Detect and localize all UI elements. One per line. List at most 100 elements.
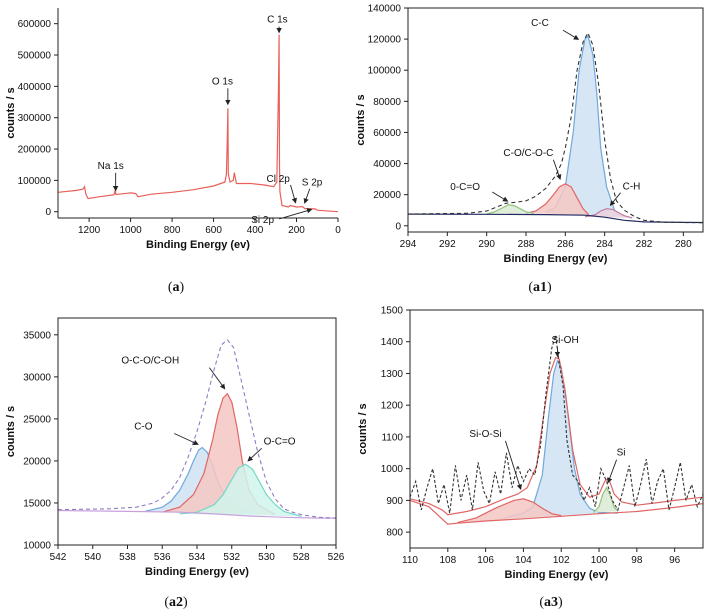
plot-area — [410, 335, 703, 525]
x-tick-label: 532 — [223, 552, 240, 563]
series-line-background — [408, 213, 703, 224]
series-line-background — [58, 509, 336, 519]
y-tick-label: 120000 — [368, 35, 402, 46]
series-line-fit-envelope — [410, 356, 703, 516]
chart-panel-a2: 542 540 538 536 534 532 530 528 526 10000 15000 200… — [5, 317, 345, 610]
x-axis-label: Binding Energy (ev) — [505, 569, 609, 581]
annotation-label: O 1s — [212, 76, 233, 87]
y-tick-label: 1500 — [381, 306, 404, 317]
y-tick-label: 60000 — [373, 128, 401, 139]
annotation-arrow — [279, 208, 313, 220]
y-tick-label: 100000 — [18, 176, 52, 187]
y-tick-label: 500000 — [18, 51, 52, 62]
x-tick-label: 284 — [596, 239, 613, 250]
x-tick-label: 106 — [477, 555, 494, 566]
annotation-label: S 2p — [302, 178, 323, 189]
x-tick-label: 536 — [154, 552, 171, 563]
y-tick-label: 400000 — [18, 82, 52, 93]
series-line-si-o-si — [457, 498, 562, 524]
series-line-survey-spectrum — [58, 34, 338, 213]
series-fill-o-c-o — [179, 464, 302, 517]
caption-label: a — [173, 280, 180, 295]
x-tick-label: 528 — [293, 552, 310, 563]
y-tick-label: 1400 — [381, 337, 404, 348]
y-tick-label: 35000 — [23, 330, 51, 341]
annotation-arrow — [174, 433, 199, 445]
y-axis-label: counts / s — [355, 94, 367, 145]
chart-panel-a1: 294 292 290 288 286 284 282 280 0 20000 40000 60000… — [355, 4, 704, 295]
series-fill-c-h — [585, 208, 633, 218]
series-fill-si-o-si — [457, 498, 562, 523]
y-tick-label: 10000 — [23, 541, 51, 552]
x-tick-label: 110 — [402, 555, 418, 566]
series-line-o-c-o — [179, 463, 302, 517]
caption-close: ) — [183, 595, 188, 610]
caption-open: ( — [539, 595, 544, 610]
series-line-c-h — [584, 208, 633, 219]
x-tick-label: 800 — [164, 225, 181, 236]
x-tick-label: 600 — [205, 225, 222, 236]
y-tick-label: 200000 — [18, 145, 52, 156]
x-tick-label: 290 — [478, 239, 495, 250]
caption-label: a3 — [544, 595, 558, 610]
annotation-label: O-C=O — [264, 436, 296, 447]
annotation-label: C 1s — [267, 15, 288, 26]
annotation-label: Si-OH — [551, 335, 578, 346]
annotation-label: O-C-O/C-OH — [121, 356, 179, 367]
series-fill-o-c-o — [486, 204, 534, 214]
annotation-label: 0-C=O — [450, 182, 480, 193]
y-tick-label: 600000 — [18, 19, 52, 30]
caption-close: ) — [558, 595, 563, 610]
y-tick-label: 800 — [386, 528, 403, 539]
y-tick-label: 900 — [386, 496, 403, 507]
x-tick-label: 100 — [591, 555, 608, 566]
annotation-arrow — [492, 191, 509, 202]
y-tick-label: 0 — [45, 207, 51, 218]
series-line-envelope — [408, 31, 703, 224]
annotation-label: Na 1s — [98, 161, 124, 172]
y-tick-label: 80000 — [373, 97, 401, 108]
series-fill-c-c — [545, 36, 625, 217]
x-axis-label: Binding Energy (ev) — [504, 253, 608, 265]
x-tick-label: 96 — [669, 555, 681, 566]
annotation-label: Si 2p — [251, 215, 274, 226]
y-axis-label: counts / s — [5, 87, 17, 138]
x-tick-label: 540 — [84, 552, 101, 563]
annotation-arrow — [552, 159, 562, 181]
x-tick-label: 98 — [631, 555, 643, 566]
y-tick-label: 1200 — [381, 401, 404, 412]
series-line-c-o-c-o-c — [525, 183, 590, 216]
y-tick-label: 0 — [395, 221, 401, 232]
series-line-raw-data — [410, 335, 703, 514]
caption-close: ) — [547, 280, 552, 295]
caption-close: ) — [180, 280, 185, 295]
caption-open: ( — [168, 280, 173, 295]
annotation-arrow — [209, 367, 226, 390]
y-tick-label: 1100 — [381, 432, 403, 443]
caption-open: ( — [164, 595, 169, 610]
annotation-label: Cl 2p — [267, 174, 291, 185]
annotation-arrow — [609, 192, 621, 206]
annotation-label: C-O — [134, 421, 153, 432]
panel-caption: (a2) — [164, 595, 188, 610]
chart-panel-a: 1200 1000 800 600 400 200 0 0 100000 200000 300000… — [5, 8, 341, 295]
y-tick-label: 40000 — [373, 159, 401, 170]
caption-open: ( — [528, 280, 533, 295]
y-axis-label: counts / s — [5, 406, 17, 457]
series-line-o-c-o — [486, 204, 535, 215]
x-tick-label: 534 — [189, 552, 206, 563]
annotation-arrow — [303, 188, 311, 204]
annotation-label: Si — [617, 448, 626, 459]
series-fill-si-oh — [504, 360, 618, 518]
x-tick-label: 1200 — [78, 225, 101, 236]
y-tick-label: 15000 — [23, 498, 51, 509]
plot-area — [58, 34, 338, 213]
caption-label: a1 — [533, 280, 547, 295]
x-tick-label: 0 — [335, 225, 341, 236]
annotation-arrow — [562, 29, 580, 40]
x-tick-label: 400 — [247, 225, 264, 236]
x-tick-label: 292 — [439, 239, 456, 250]
x-tick-label: 542 — [50, 552, 67, 563]
x-tick-label: 286 — [557, 239, 574, 250]
